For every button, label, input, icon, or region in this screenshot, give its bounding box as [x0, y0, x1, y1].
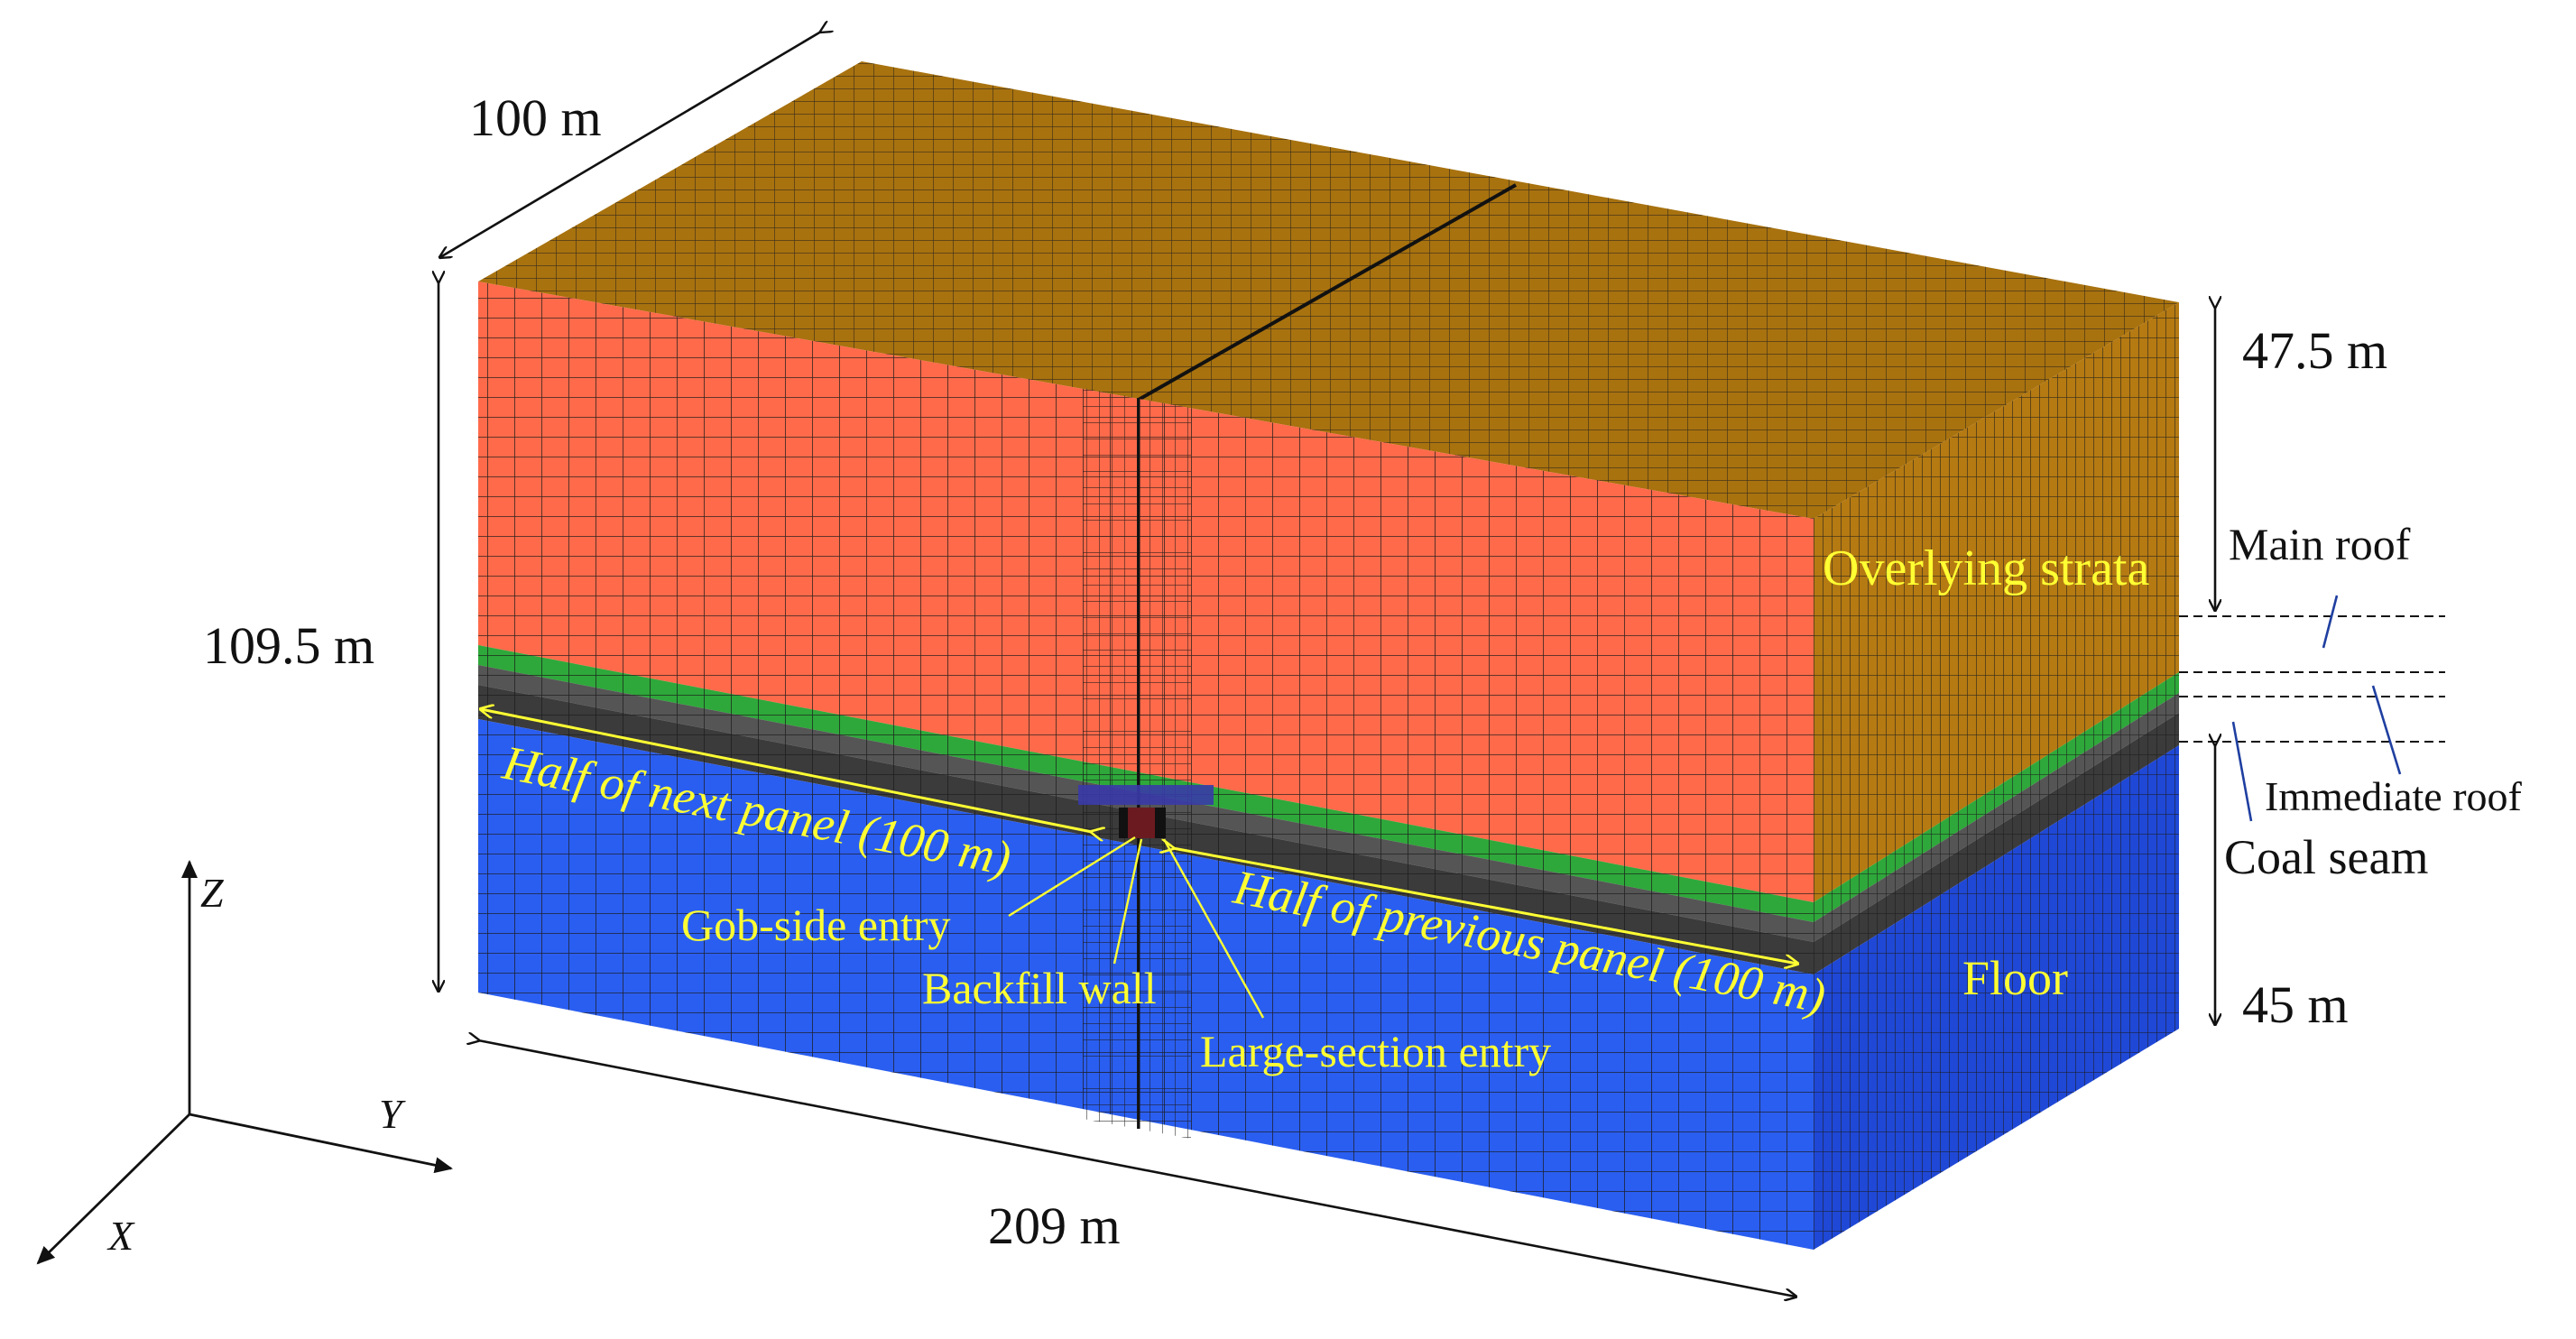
x-axis: [36, 1113, 190, 1265]
immediate-roof-leader: [2371, 685, 2402, 775]
next-panel-arrow: [481, 709, 1092, 832]
main-roof-leader: [2322, 595, 2339, 649]
overlying-strata-label: Overlying strata: [1823, 540, 2149, 596]
gob-side-entry-leader: [1008, 836, 1136, 918]
gob-side-entry-label: Gob-side entry: [681, 900, 951, 950]
backfill-wall-block: [1128, 808, 1155, 838]
large-section-entry-leader: [1162, 838, 1265, 1019]
coal-seam-leader: [2231, 721, 2253, 822]
backfill-wall-label: Backfill wall: [922, 963, 1157, 1013]
length-label: 209 m: [988, 1196, 1121, 1255]
overlying-thickness-label: 47.5 m: [2242, 321, 2387, 380]
z-axis-label: Z: [200, 870, 224, 916]
y-axis-label: Y: [379, 1091, 406, 1137]
depth-label: 100 m: [469, 88, 602, 147]
floor-label: Floor: [1962, 951, 2068, 1005]
previous-panel-arrow: [1173, 848, 1797, 964]
entry-region: [1078, 785, 1214, 805]
length-dimension-arrow: [478, 1040, 1796, 1297]
large-section-entry-label: Large-section entry: [1200, 1026, 1551, 1076]
depth-dimension-arrow: [440, 32, 821, 257]
backfill-wall-leader: [1113, 838, 1143, 965]
main-roof-label: Main roof: [2229, 519, 2411, 569]
coal-seam-label: Coal seam: [2224, 830, 2428, 884]
immediate-roof-label: Immediate roof: [2265, 773, 2523, 819]
floor-thickness-label: 45 m: [2242, 975, 2349, 1034]
coordinate-axes: Z Y X: [36, 860, 453, 1265]
y-axis: [189, 1113, 453, 1174]
height-label: 109.5 m: [203, 616, 374, 675]
x-axis-label: X: [106, 1213, 135, 1259]
